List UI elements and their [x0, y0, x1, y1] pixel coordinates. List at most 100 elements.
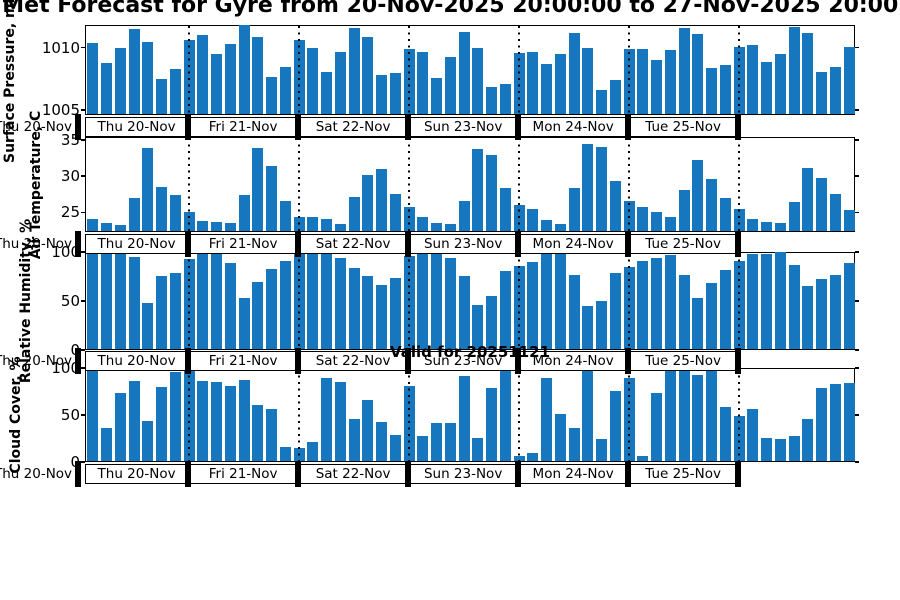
relative-humidity-bar — [101, 252, 113, 349]
relative-humidity-bar — [802, 286, 814, 349]
ytick-mark-right — [855, 461, 859, 463]
day-band-label: Tue 25-Nov — [645, 236, 721, 252]
air-temperature-bar — [444, 223, 456, 231]
relative-humidity-bar — [156, 275, 168, 349]
air-temperature-bar — [458, 201, 470, 231]
cloud-cover-bar — [486, 387, 498, 461]
day-boundary-dotted-line — [298, 369, 301, 461]
air-temperature-bar — [651, 212, 663, 231]
day-band-separator — [405, 461, 412, 487]
day-band-label: Mon 24-Nov — [532, 353, 614, 369]
day-band-label: Sun 23-Nov — [423, 236, 503, 252]
cloud-cover-bar — [279, 446, 291, 461]
cloud-cover-bar — [87, 368, 99, 461]
ytick-mark-left — [81, 300, 85, 302]
surface-pressure-bar — [678, 27, 690, 114]
relative-humidity-bar — [774, 252, 786, 349]
ytick-mark-right — [855, 414, 859, 416]
air-temperature-bar — [307, 217, 319, 231]
surface-pressure-ytick-label: 1010 — [41, 38, 80, 57]
relative-humidity-bar — [321, 252, 333, 349]
relative-humidity-bar — [678, 274, 690, 349]
relative-humidity-bar — [431, 252, 443, 349]
relative-humidity-bar — [816, 279, 828, 349]
air-temperature-bar — [486, 154, 498, 231]
cloud-cover-bar — [582, 368, 594, 461]
cloud-cover-bar — [554, 414, 566, 461]
cloud-cover-bar — [417, 435, 429, 461]
day-band-separator — [735, 461, 742, 487]
day-band-label: Sat 22-Nov — [315, 119, 391, 135]
day-boundary-dotted-line — [188, 26, 191, 114]
day-band-label: Fri 21-Nov — [208, 353, 278, 369]
air-temperature-bar — [252, 148, 264, 231]
day-boundary-dotted-line — [408, 138, 411, 231]
ytick-mark-right — [855, 349, 859, 351]
surface-pressure-bar — [664, 50, 676, 114]
cloud-cover-bar — [348, 418, 360, 461]
air-temperature-bar — [169, 195, 181, 231]
cloud-cover-plot — [85, 368, 855, 462]
cloud-cover-bar — [541, 378, 553, 461]
cloud-cover-bar — [458, 376, 470, 461]
day-boundary-dotted-line — [628, 253, 631, 349]
air-temperature-bar — [417, 217, 429, 231]
cloud-cover-bar — [334, 382, 346, 461]
surface-pressure-bar — [719, 65, 731, 114]
relative-humidity-bar — [224, 262, 236, 349]
ytick-mark-left — [81, 349, 85, 351]
day-band-separator — [185, 348, 192, 374]
figure-title: Met Forecast for Gyre from 20-Nov-2025 2… — [2, 0, 900, 18]
day-band-separator — [515, 231, 522, 257]
cloud-cover-bar — [499, 368, 511, 461]
relative-humidity-bar — [279, 260, 291, 349]
air-temperature-bar — [541, 220, 553, 231]
surface-pressure-bar — [747, 45, 759, 114]
air-temperature-bar — [829, 194, 841, 231]
surface-pressure-bar — [156, 79, 168, 114]
relative-humidity-bar — [169, 272, 181, 349]
air-temperature-bar — [87, 218, 99, 231]
cloud-cover-bar — [609, 390, 621, 461]
air-temperature-bar — [582, 143, 594, 231]
air-temperature-bar — [362, 175, 374, 231]
day-band-separator — [75, 461, 81, 487]
cloud-cover-bar — [128, 381, 140, 461]
air-temperature-bar — [472, 149, 484, 231]
clipped-first-day-label: Thu 20-Nov — [0, 353, 73, 369]
cloud-cover-bar — [472, 437, 484, 461]
day-band-label: Fri 21-Nov — [208, 119, 278, 135]
air-temperature-bar — [224, 223, 236, 231]
day-band-separator — [625, 114, 632, 140]
relative-humidity-bar — [376, 285, 388, 349]
ytick-mark-right — [855, 300, 859, 302]
air-temperature-bar — [499, 188, 511, 231]
surface-pressure-bar — [334, 51, 346, 114]
air-temperature-bar — [719, 197, 731, 231]
relative-humidity-plot — [85, 252, 855, 350]
day-band-separator — [185, 461, 192, 487]
ytick-mark-left — [81, 251, 85, 253]
relative-humidity-bar — [609, 272, 621, 349]
surface-pressure-bar — [609, 80, 621, 114]
day-boundary-dotted-line — [518, 138, 521, 231]
cloud-cover-bar — [444, 423, 456, 461]
air-temperature-bar — [431, 223, 443, 231]
day-band-label: Sat 22-Nov — [315, 353, 391, 369]
cloud-cover-bar — [706, 368, 718, 461]
relative-humidity-ytick-label: 50 — [60, 292, 80, 310]
relative-humidity-ytick-label: 100 — [51, 243, 80, 261]
air-temperature-bar — [761, 222, 773, 231]
air-temperature-bar — [197, 220, 209, 231]
surface-pressure-bar — [527, 51, 539, 114]
ytick-mark-left — [81, 414, 85, 416]
day-band-separator — [625, 461, 632, 487]
cloud-cover-bar — [747, 409, 759, 461]
cloud-cover-bar — [197, 381, 209, 461]
surface-pressure-bar — [444, 56, 456, 114]
surface-pressure-bar — [458, 31, 470, 114]
day-boundary-dotted-line — [298, 26, 301, 114]
surface-pressure-bar — [582, 47, 594, 114]
cloud-cover-bar — [252, 404, 264, 461]
surface-pressure-bar — [389, 72, 401, 114]
